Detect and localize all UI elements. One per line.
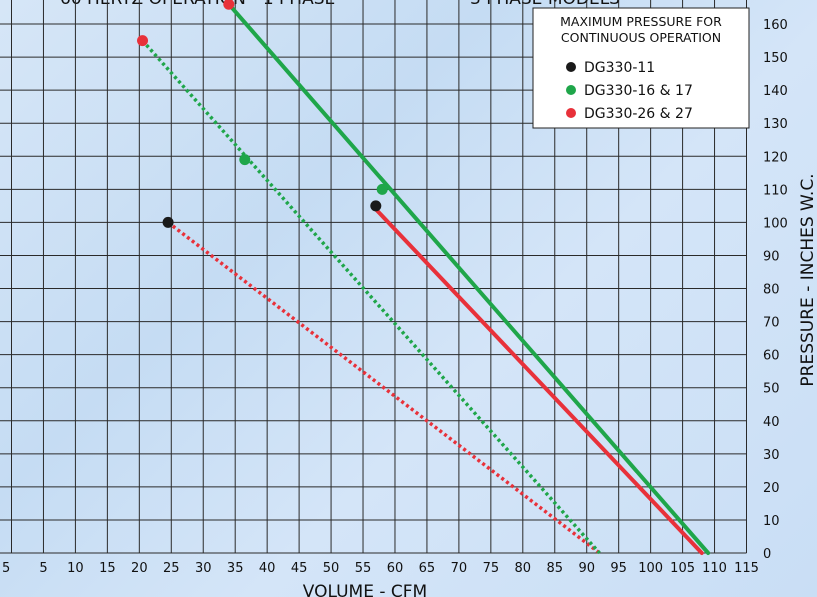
y-tick-label: 20 [763,481,780,496]
x-axis-ticks: 5 5 10 15 20 25 30 35 40 45 50 55 60 65 70 75 80 85 90 95 10… [2,561,759,576]
chart-header-right: 3 PHASE MODELS [470,0,620,9]
legend-title-line-2: CONTINUOUS OPERATION [561,30,721,45]
data-point-marker [370,200,382,212]
x-tick-label: 115 [734,561,759,576]
data-point-marker [376,183,388,195]
x-tick-label: 5 [39,561,47,576]
x-tick-label: 65 [419,561,436,576]
y-tick-label: 0 [763,547,771,562]
x-tick-label: 105 [670,561,695,576]
y-tick-label: 60 [763,349,780,364]
y-tick-label: 140 [763,84,788,99]
solid-series-line [373,207,704,555]
y-axis-ticks: 0 10 20 30 40 50 60 70 80 90 100 110 120 130 140 150 160… [763,18,788,562]
data-point-marker [137,35,149,47]
y-axis-title: PRESSURE - INCHES W.C. [798,173,817,386]
grid-lines [0,0,747,554]
x-axis-title: VOLUME - CFM [303,582,427,597]
legend-title-line-1: MAXIMUM PRESSURE FOR [560,14,722,29]
y-tick-label: 40 [763,415,780,430]
legend-dot-dg330-11 [566,62,576,72]
legend-dot-dg330-16-17 [566,85,576,95]
y-tick-label: 80 [763,283,780,298]
x-tick-label: 90 [578,561,595,576]
series-lines [141,2,711,555]
x-tick-label: 75 [483,561,500,576]
x-tick-label: 15 [99,561,116,576]
x-tick-label: 30 [195,561,212,576]
chart-header-left: 60 HERTZ OPERATION - 1 PHASE [60,0,335,9]
y-tick-label: 90 [763,249,780,264]
legend-dot-dg330-26-27 [566,108,576,118]
x-tick-label: 5 [2,561,10,576]
data-point-marker [239,154,251,166]
data-point-marker [223,0,235,10]
solid-series-line [226,2,711,555]
y-tick-label: 30 [763,448,780,463]
dotted-series-line [141,39,601,555]
legend-label-dg330-16-17: DG330-16 & 17 [584,83,693,99]
x-tick-label: 85 [546,561,563,576]
x-tick-label: 45 [291,561,308,576]
x-tick-label: 20 [131,561,148,576]
legend-label-dg330-11: DG330-11 [584,60,655,76]
y-tick-label: 150 [763,51,788,66]
x-tick-label: 55 [355,561,372,576]
x-tick-label: 10 [67,561,84,576]
y-tick-label: 50 [763,382,780,397]
y-tick-label: 160 [763,18,788,33]
x-tick-label: 80 [515,561,532,576]
dotted-series-line [167,221,601,555]
x-tick-label: 35 [227,561,244,576]
x-tick-label: 95 [610,561,627,576]
data-point-marker [162,216,174,228]
series-markers [137,0,388,228]
y-tick-label: 70 [763,316,780,331]
x-tick-label: 60 [387,561,404,576]
y-tick-label: 130 [763,117,788,132]
legend: MAXIMUM PRESSURE FOR CONTINUOUS OPERATIO… [532,7,750,129]
y-tick-label: 100 [763,216,788,231]
x-tick-label: 40 [259,561,276,576]
x-tick-label: 25 [163,561,180,576]
x-tick-label: 70 [451,561,468,576]
x-tick-label: 50 [323,561,340,576]
x-tick-label: 110 [702,561,727,576]
legend-label-dg330-26-27: DG330-26 & 27 [584,106,693,122]
y-tick-label: 110 [763,183,788,198]
y-tick-label: 120 [763,150,788,165]
y-tick-label: 10 [763,514,780,529]
x-tick-label: 100 [638,561,663,576]
